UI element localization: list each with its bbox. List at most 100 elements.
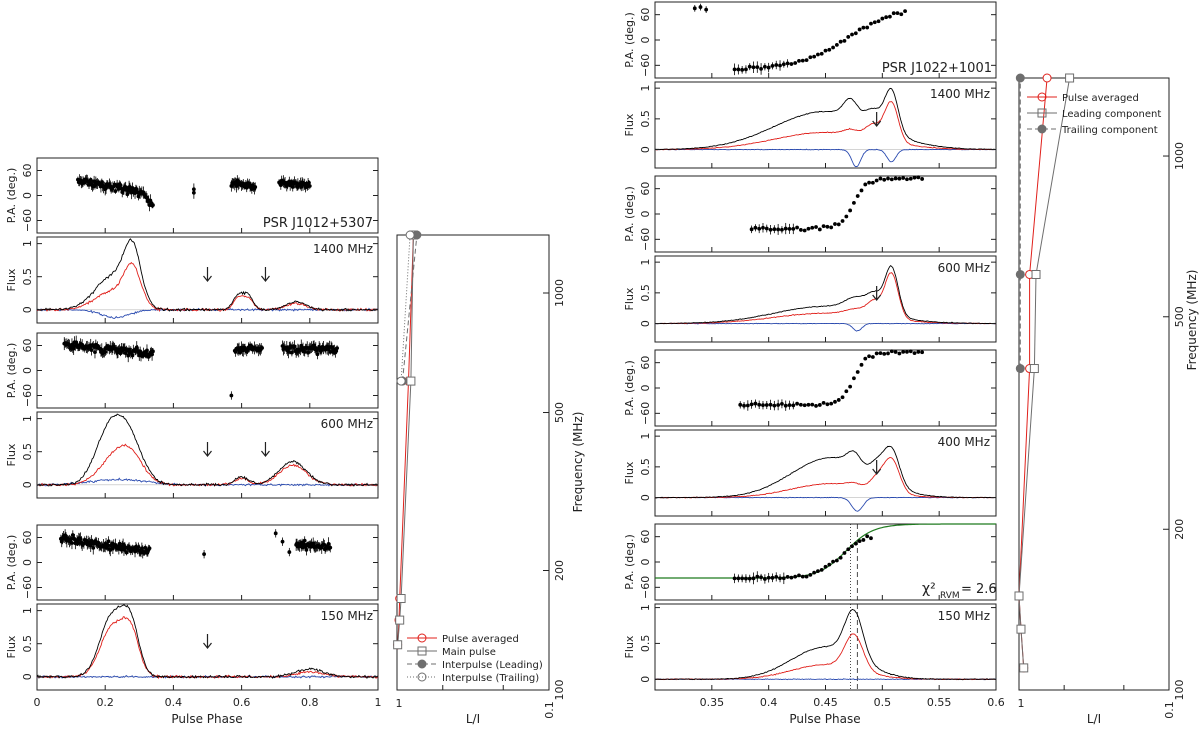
p2-pa-point-6-20 — [808, 572, 813, 577]
p2-pa-point-6-21 — [812, 570, 817, 575]
p2-pa-point-0-44 — [899, 12, 904, 17]
p2-pa-point-2-0 — [749, 227, 754, 232]
p2-pa-point-0-42 — [891, 11, 896, 16]
p2-pa-point-2-15 — [806, 226, 811, 231]
p1-ytick-label-2-2: −60 — [21, 384, 34, 407]
p1-pa-point-2-104 — [151, 349, 155, 354]
r1-legend-item-interpulse-trailing: Interpulse (Trailing) — [407, 672, 539, 684]
p1-ytick-label-5-1: 0.5 — [21, 635, 34, 653]
p2-pa-point-2-28 — [855, 194, 860, 198]
p2-pa-point-0-28 — [838, 39, 843, 44]
p2-pa-point-0-16 — [793, 61, 798, 65]
p2-pa-point-4-14 — [791, 403, 796, 408]
p2-pa-point-2-38 — [893, 176, 898, 181]
p2-pa-point-2-33 — [874, 178, 879, 183]
p2-ytick-label-6-2: −60 — [639, 576, 652, 599]
p2-pa-point-2-3 — [761, 225, 765, 230]
r1-y-axis-label: Frequency (MHz) — [571, 412, 585, 513]
p2-ytick-label-4-1: 0 — [639, 385, 652, 392]
p1-ytick-label-3-2: 0 — [21, 481, 34, 488]
p1-pa-point-4-104 — [147, 546, 152, 551]
p2-pa-point-0-3 — [744, 67, 748, 72]
p1-ylabel-3: Flux — [5, 443, 18, 466]
p1-ytick-label-4-1: 0 — [21, 559, 34, 566]
r2-x-axis-label: L/I — [1087, 712, 1101, 726]
p2-pa-point-4-38 — [882, 351, 887, 356]
p1-pa-point-0-50 — [118, 183, 123, 188]
p2-pa-point-6-23 — [819, 567, 824, 572]
p1-pa-point-2-80 — [130, 353, 135, 358]
r1-ytick-label-0: 1000 — [553, 279, 566, 307]
p1-ytick-label-1-1: 0.5 — [21, 268, 34, 286]
p2-pa-point-0-25 — [827, 47, 832, 52]
p2-pa-point-2-32 — [870, 180, 875, 185]
p1-arrow-1-1 — [261, 267, 270, 282]
p2-pa-point-0-2 — [740, 67, 745, 72]
p2-pa-point-4-20 — [814, 404, 818, 408]
p2-pa-point-0-39 — [880, 16, 885, 21]
p2-pa-point-4-10 — [776, 403, 781, 407]
p2-freq-600: 600 MHz — [938, 261, 990, 275]
r1-series-line-3 — [400, 234, 411, 382]
p2-pa-point-6-0 — [732, 576, 737, 581]
p1-ylabel-0: P.A. (deg.) — [5, 168, 18, 224]
p2-pa-point-6-19 — [804, 574, 809, 579]
p2-pa-point-2-14 — [802, 228, 807, 233]
p1-pa-point-0-119 — [253, 185, 258, 189]
p2-pa-point-4-16 — [798, 402, 803, 407]
p2-pa-point-6-22 — [816, 569, 820, 574]
p2-pa-point-2-30 — [863, 182, 868, 187]
p2-pa-point-6-5 — [751, 576, 756, 581]
p2-pa-point-2-10 — [787, 226, 792, 231]
r2-ytick-label-3: 100 — [1173, 680, 1186, 701]
r2-marker-0-5 — [1042, 73, 1052, 83]
p2-pa-point-6-15 — [789, 575, 794, 580]
p1-pa-point-4-145 — [328, 545, 333, 550]
p1-ylabel-2: P.A. (deg.) — [5, 343, 18, 399]
p2-pa-point-2-25 — [844, 214, 849, 219]
p1-ytick-label-0-2: −60 — [21, 209, 34, 232]
p2-pa-point-6-33 — [857, 539, 862, 544]
r1-marker-3-1 — [405, 230, 415, 240]
p1-ytick-label-4-0: 60 — [21, 531, 34, 545]
p2-pa-point-6-34 — [861, 538, 866, 542]
p2-pa-point-6-24 — [823, 564, 828, 569]
p2-pa-point-6-9 — [766, 575, 771, 580]
p2-pa-point-0-24 — [823, 48, 828, 53]
p2-pa-point-4-2 — [745, 403, 750, 408]
p2-pa-point-4-41 — [893, 350, 898, 354]
p1-ylabel-4: P.A. (deg.) — [5, 535, 18, 591]
r1-legend-item-pulse-averaged: Pulse averaged — [407, 633, 519, 645]
p1-xtick-label-3: 0.6 — [233, 696, 251, 709]
p2-pa-point-4-39 — [886, 351, 890, 356]
p2-ytick-label-5-0: 1 — [639, 433, 652, 440]
p2-pa-point-0-21 — [812, 54, 817, 59]
p2-pa-point-0-43 — [895, 11, 900, 15]
p2-ylabel-7: Flux — [623, 635, 636, 658]
p2-pa-point-2-27 — [852, 200, 856, 205]
p2-ytick-label-2-0: 60 — [639, 182, 652, 196]
p2-ytick-label-7-2: 0 — [639, 676, 652, 683]
p2-pa-point-2-8 — [780, 227, 784, 232]
p2-total-7 — [655, 608, 997, 681]
p2-pa-point-0-29 — [842, 38, 847, 43]
p2-xtick-label-3: 0.5 — [874, 696, 892, 709]
r2-frame — [1018, 77, 1170, 691]
p2-pa-point-0-30 — [846, 35, 851, 39]
p2-pa-point-4-11 — [780, 401, 784, 406]
p2-ytick-label-1-2: 0 — [639, 146, 652, 153]
p2-pa-point-4-7 — [764, 403, 769, 407]
p2-pa-point-0-18 — [800, 58, 805, 63]
p2-pa-point-6-28 — [838, 555, 843, 560]
p2-arrow-1-0 — [872, 112, 882, 127]
r1-plot-data: 1000 500 200 100 — [393, 230, 566, 701]
p2-pa-point-4-30 — [852, 376, 856, 381]
p2-pa-point-0-12 — [778, 63, 782, 68]
p2-panel-pa-150 — [654, 523, 997, 601]
p2-pa-point-4-36 — [874, 351, 879, 356]
r1-xtick-1: 1 — [396, 697, 403, 710]
r1-xtick-01: 0.1 — [543, 701, 556, 719]
p2-pa-point-0-15 — [789, 62, 794, 66]
p2-rvm-fit — [655, 523, 996, 579]
